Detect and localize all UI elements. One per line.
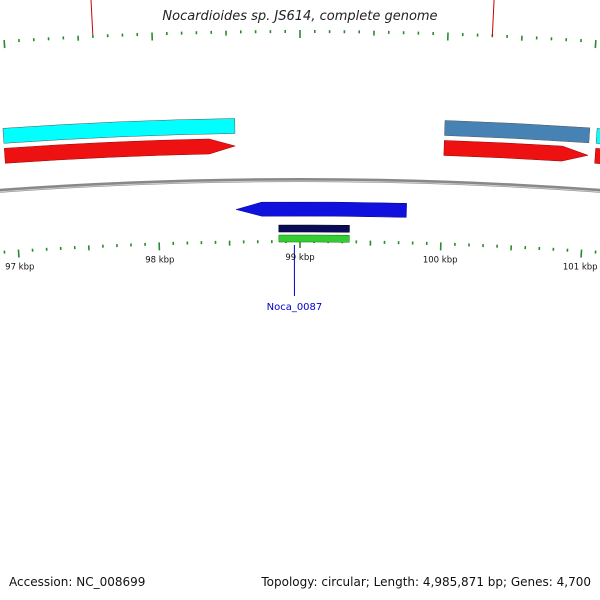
gene-features — [2, 118, 600, 243]
tick-marks — [3, 30, 597, 258]
inner-tick — [17, 249, 20, 258]
gene-feature-box[interactable] — [595, 128, 600, 167]
axis-tick-label: 101 kbp — [563, 263, 598, 273]
backbone-highlight — [0, 180, 600, 193]
axis-tick-label: 97 kbp — [5, 263, 34, 273]
outer-tick — [3, 40, 6, 49]
axis-tick-label: 100 kbp — [423, 255, 458, 265]
gene-label-leader — [491, 0, 495, 37]
gene-label-leader — [90, 0, 94, 35]
gene-feature-box[interactable] — [278, 224, 350, 233]
accession-label: Accession: NC_008699 — [9, 575, 146, 589]
inner-tick — [580, 249, 583, 258]
backbone-line — [0, 178, 600, 193]
genome-backbone — [0, 178, 600, 193]
axis-tick-label: 99 kbp — [285, 253, 314, 263]
gene-feature-box[interactable] — [444, 120, 591, 144]
outer-tick — [594, 40, 597, 49]
map-title: Nocardioides sp. JS614, complete genome — [162, 9, 438, 24]
cds-arrow-forward[interactable] — [443, 140, 589, 162]
cds-arrow-forward[interactable] — [4, 138, 237, 164]
gene-feature-box[interactable] — [2, 118, 236, 144]
gene-label[interactable]: Noca_0087 — [267, 302, 323, 313]
genome-summary: Topology: circular; Length: 4,985,871 bp… — [261, 575, 591, 589]
axis-tick-label: 98 kbp — [145, 255, 174, 265]
gene-labels: Noca_0084Noca_0085Noca_0086Noca_0087Noca… — [90, 0, 495, 313]
gene-feature-box[interactable] — [278, 234, 350, 243]
cds-arrow-forward[interactable] — [594, 148, 600, 184]
cds-arrow-reverse[interactable] — [235, 201, 407, 218]
